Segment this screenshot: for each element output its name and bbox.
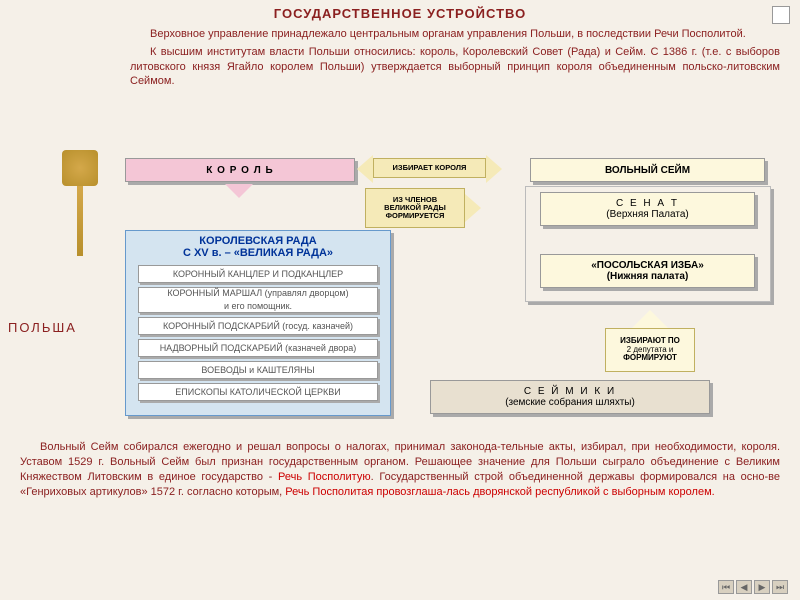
elect2-line3: ФОРМИРУЮТ xyxy=(620,354,680,363)
bottom-text-red-1: Речь Посполитую xyxy=(278,471,371,483)
king-to-rada-arrow xyxy=(225,184,253,198)
elect-deputies-arrow: ИЗБИРАЮТ ПО 2 депутата и ФОРМИРУЮТ xyxy=(605,328,695,372)
izba-subtitle: (Нижняя палата) xyxy=(607,271,689,282)
senat-title: С Е Н А Т xyxy=(616,198,679,209)
nav-controls: ⏮ ◀ ▶ ⏭ xyxy=(718,580,788,594)
rada-item-3: КОРОННЫЙ ПОДСКАРБИЙ (госуд. казначей) xyxy=(138,317,378,335)
nav-last-icon[interactable]: ⏭ xyxy=(772,580,788,594)
sejmiki-box: С Е Й М И К И (земские собрания шляхты) xyxy=(430,380,710,414)
from-members-arrow: ИЗ ЧЛЕНОВ ВЕЛИКОЙ РАДЫ ФОРМИРУЕТСЯ xyxy=(365,188,465,228)
senat-subtitle: (Верхняя Палата) xyxy=(606,209,688,220)
corner-decoration xyxy=(772,6,790,24)
country-label: ПОЛЬША xyxy=(8,320,77,335)
intro-paragraph-2: К высшим институтам власти Польши относи… xyxy=(0,45,800,92)
nav-first-icon[interactable]: ⏮ xyxy=(718,580,734,594)
free-sejm-box: ВОЛЬНЫЙ СЕЙМ xyxy=(530,158,765,182)
senat-box: С Е Н А Т (Верхняя Палата) xyxy=(540,192,755,226)
nav-prev-icon[interactable]: ◀ xyxy=(736,580,752,594)
rada-item-6: ЕПИСКОПЫ КАТОЛИЧЕСКОЙ ЦЕРКВИ xyxy=(138,383,378,401)
izba-title: «ПОСОЛЬСКАЯ ИЗБА» xyxy=(591,260,704,271)
rada-title-2: С XV в. – «ВЕЛИКАЯ РАДА» xyxy=(183,247,333,259)
elect-king-label: ИЗБИРАЕТ КОРОЛЯ xyxy=(393,164,467,172)
royal-rada-box: КОРОЛЕВСКАЯ РАДА С XV в. – «ВЕЛИКАЯ РАДА… xyxy=(125,230,391,416)
bottom-paragraph: Вольный Сейм собирался ежегодно и решал … xyxy=(20,440,780,499)
arrow-right-tail xyxy=(486,155,502,183)
government-diagram: К О Р О Л Ь ИЗБИРАЕТ КОРОЛЯ ВОЛЬНЫЙ СЕЙМ… xyxy=(125,158,775,438)
nav-next-icon[interactable]: ▶ xyxy=(754,580,770,594)
rada-item-1: КОРОННЫЙ КАНЦЛЕР И ПОДКАНЦЛЕР xyxy=(138,265,378,283)
rada-item-2: КОРОННЫЙ МАРШАЛ (управлял дворцом) и его… xyxy=(138,287,378,313)
from-members-arrowhead xyxy=(465,194,481,222)
sejmiki-title: С Е Й М И К И xyxy=(524,386,616,397)
rada-item-4: НАДВОРНЫЙ ПОДСКАРБИЙ (казначей двора) xyxy=(138,339,378,357)
bottom-text-red-2: Речь Посполитая провозглаша-лась дворянс… xyxy=(285,486,714,498)
elect-deputies-arrowhead xyxy=(632,310,668,328)
scepter-icon xyxy=(60,150,100,250)
rada-title-1: КОРОЛЕВСКАЯ РАДА xyxy=(199,235,316,247)
from-members-line3: ФОРМИРУЕТСЯ xyxy=(384,212,446,220)
king-box: К О Р О Л Ь xyxy=(125,158,355,182)
elect-king-arrow: ИЗБИРАЕТ КОРОЛЯ xyxy=(373,158,486,178)
sejmiki-subtitle: (земские собрания шляхты) xyxy=(505,397,635,408)
rada-item-5: ВОЕВОДЫ и КАШТЕЛЯНЫ xyxy=(138,361,378,379)
intro-paragraph-1: Верховное управление принадлежало центра… xyxy=(0,27,800,45)
posolskaya-izba-box: «ПОСОЛЬСКАЯ ИЗБА» (Нижняя палата) xyxy=(540,254,755,288)
arrow-left-head xyxy=(357,155,373,183)
page-title: ГОСУДАРСТВЕННОЕ УСТРОЙСТВО xyxy=(0,0,800,27)
